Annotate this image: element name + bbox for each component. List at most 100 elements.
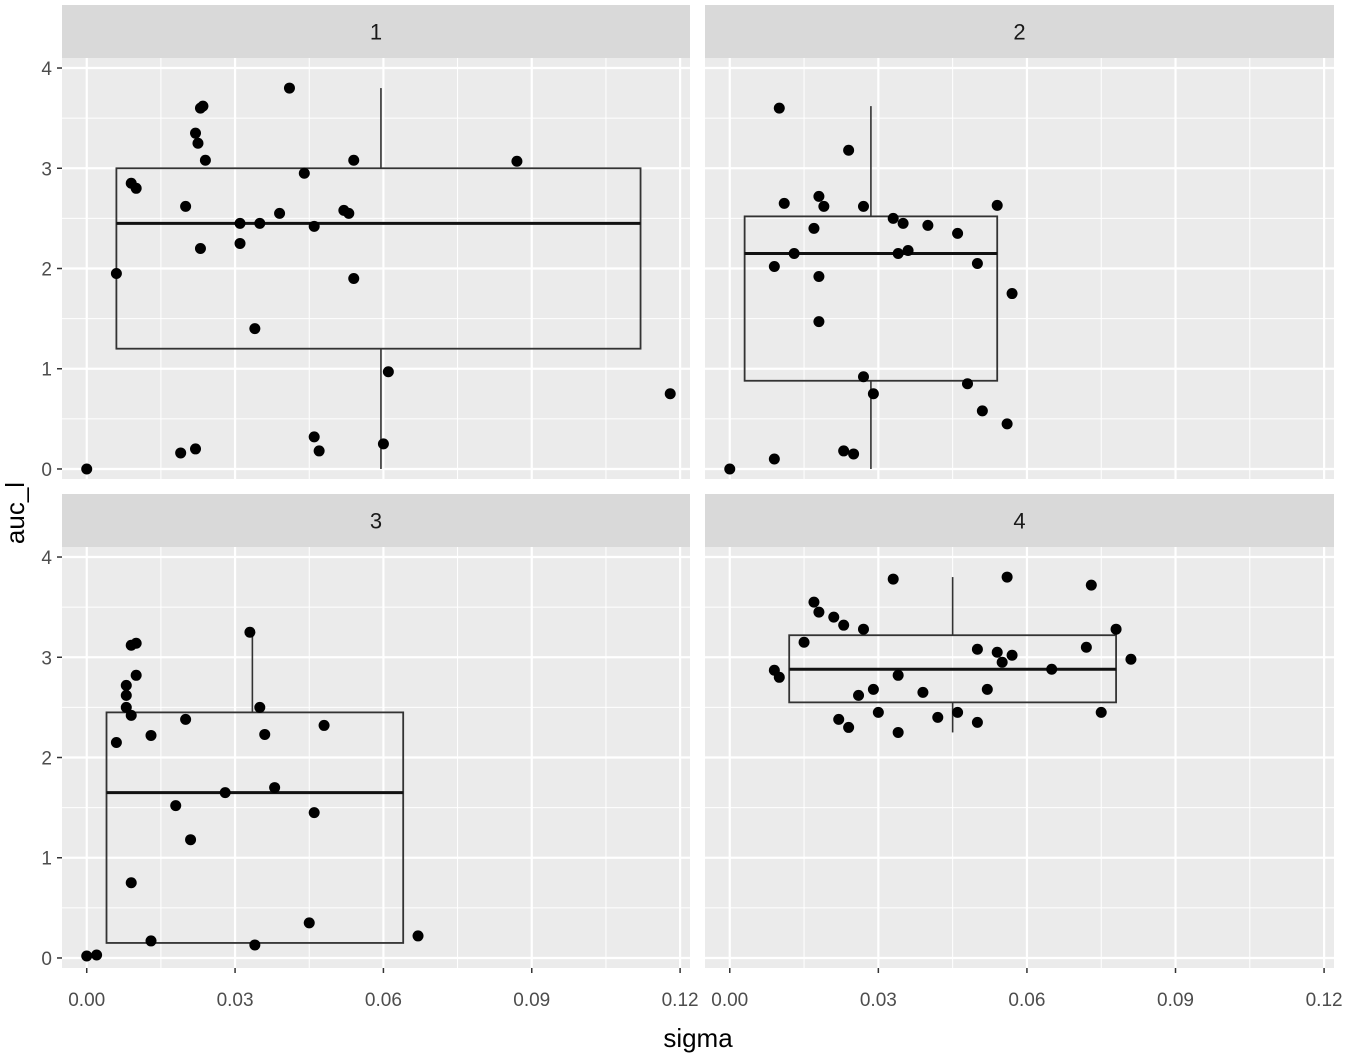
y-tick-label: 1 xyxy=(41,849,52,870)
data-point xyxy=(120,689,132,701)
x-tick-label: 0.00 xyxy=(711,990,748,1011)
data-point xyxy=(197,100,209,112)
data-point xyxy=(892,247,904,259)
data-point xyxy=(274,207,286,219)
data-point xyxy=(887,212,899,224)
data-point xyxy=(843,721,855,733)
box-iqr xyxy=(743,215,999,382)
data-point xyxy=(1085,579,1097,591)
y-tick-label: 2 xyxy=(41,260,52,281)
data-point xyxy=(259,728,271,740)
facet-4: 4 0.00 0.03 0.06 0.09 0.12 xyxy=(705,494,1343,1011)
data-point xyxy=(828,611,840,623)
data-point xyxy=(768,453,780,465)
data-point xyxy=(110,736,122,748)
data-point xyxy=(194,242,206,254)
data-point xyxy=(110,268,122,280)
data-point xyxy=(145,729,157,741)
y-tick-label: 0 xyxy=(41,460,52,481)
data-point xyxy=(234,217,246,229)
data-point xyxy=(348,273,360,285)
data-point xyxy=(971,716,983,728)
x-tick-label: 0.00 xyxy=(68,990,105,1011)
data-point xyxy=(269,782,281,794)
data-point xyxy=(313,445,325,457)
x-tick-label: 0.09 xyxy=(1157,990,1194,1011)
data-point xyxy=(145,935,157,947)
x-axis-title: sigma xyxy=(663,1023,733,1053)
data-point xyxy=(813,271,825,283)
x-tick-label: 0.03 xyxy=(860,990,897,1011)
data-point xyxy=(848,448,860,460)
data-point xyxy=(130,182,142,194)
data-point xyxy=(185,834,197,846)
x-tick-label: 0.06 xyxy=(1008,990,1045,1011)
facet-strip xyxy=(705,5,1334,58)
data-point xyxy=(788,247,800,259)
x-tick-label: 0.06 xyxy=(365,990,402,1011)
facet-3: 3 0 1 2 3 4 0.00 0.03 0.06 0.09 0.12 xyxy=(41,494,699,1011)
data-point xyxy=(897,217,909,229)
data-point xyxy=(773,102,785,114)
data-point xyxy=(308,431,320,443)
data-point xyxy=(308,807,320,819)
data-point xyxy=(1046,663,1058,675)
facet-strip-label: 1 xyxy=(370,20,382,45)
y-tick-label: 2 xyxy=(41,749,52,770)
data-point xyxy=(254,701,266,713)
data-point xyxy=(838,445,850,457)
data-point xyxy=(130,637,142,649)
y-tick-label: 3 xyxy=(41,159,52,180)
data-point xyxy=(81,950,93,962)
data-point xyxy=(768,260,780,272)
data-point xyxy=(318,719,330,731)
data-point xyxy=(952,227,964,239)
data-point xyxy=(190,443,202,455)
data-point xyxy=(412,930,424,942)
data-point xyxy=(249,323,261,335)
data-point xyxy=(303,917,315,929)
y-axis-title: auc_l xyxy=(0,482,30,544)
data-point xyxy=(244,626,256,638)
data-point xyxy=(853,689,865,701)
box-iqr xyxy=(115,167,642,350)
data-point xyxy=(902,244,914,256)
data-point xyxy=(1001,418,1013,430)
y-tick-label: 0 xyxy=(41,949,52,970)
facet-strip-label: 4 xyxy=(1013,509,1025,534)
facet-strip xyxy=(62,494,690,547)
data-point xyxy=(120,701,132,713)
data-point xyxy=(808,596,820,608)
data-point xyxy=(234,237,246,249)
data-point xyxy=(887,573,899,585)
y-tick-label: 3 xyxy=(41,648,52,669)
data-point xyxy=(180,200,192,212)
data-point xyxy=(818,200,830,212)
facet-strip xyxy=(705,494,1334,547)
data-point xyxy=(892,669,904,681)
data-point xyxy=(1006,649,1018,661)
data-point xyxy=(981,683,993,695)
data-point xyxy=(1110,623,1122,635)
data-point xyxy=(917,686,929,698)
data-point xyxy=(813,190,825,202)
data-point xyxy=(219,787,231,799)
data-point xyxy=(961,378,973,390)
data-point xyxy=(838,619,850,631)
facet-1: 1 0 1 2 3 4 xyxy=(41,5,690,481)
data-point xyxy=(1001,571,1013,583)
data-point xyxy=(125,877,137,889)
x-tick-label: 0.03 xyxy=(217,990,254,1011)
facet-2: 2 xyxy=(705,5,1334,479)
data-point xyxy=(249,939,261,951)
facet-strip-label: 2 xyxy=(1013,20,1025,45)
facet-strip xyxy=(62,5,690,58)
data-point xyxy=(175,447,187,459)
y-tick-label: 4 xyxy=(41,548,52,569)
x-tick-label: 0.09 xyxy=(513,990,550,1011)
data-point xyxy=(343,207,355,219)
data-point xyxy=(778,197,790,209)
data-point xyxy=(857,371,869,383)
data-point xyxy=(724,463,736,475)
